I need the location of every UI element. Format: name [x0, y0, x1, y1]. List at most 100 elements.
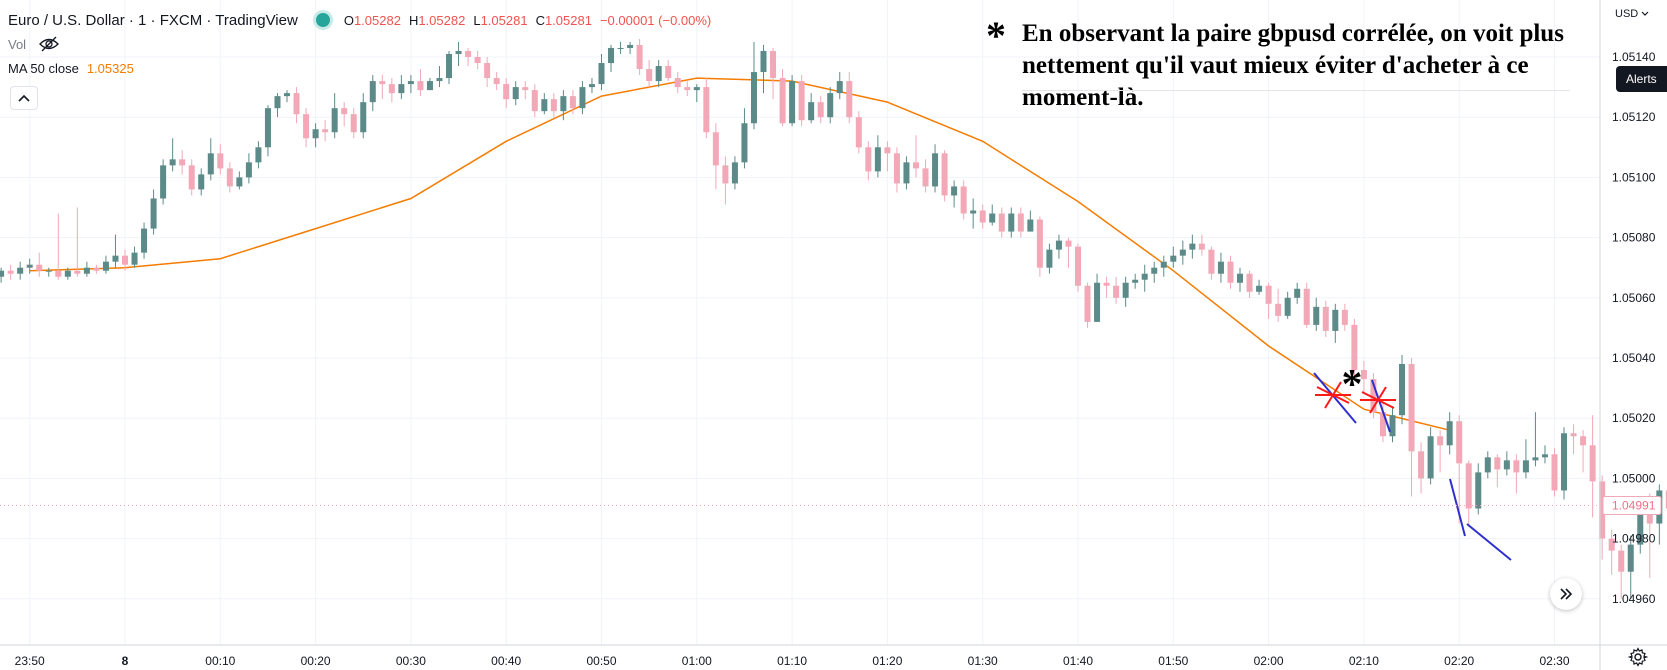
collapse-legend-button[interactable] — [10, 86, 38, 110]
candle-body — [131, 252, 138, 265]
candle-body — [874, 147, 881, 172]
red-cross-drawing[interactable] — [1315, 381, 1351, 409]
close-key: C — [535, 12, 545, 28]
candle — [1084, 282, 1091, 328]
y-tick-label: 1.05140 — [1612, 50, 1656, 64]
ma50-layer — [29, 77, 1450, 431]
candle — [426, 78, 433, 91]
candle-body — [1532, 457, 1539, 461]
candle — [45, 267, 52, 277]
candle-body — [179, 159, 186, 166]
ma50-line — [29, 77, 1450, 431]
candle — [1665, 490, 1667, 509]
candle-body — [1170, 255, 1177, 262]
candle-body — [684, 87, 691, 91]
candle — [1256, 279, 1263, 295]
candle-body — [312, 129, 319, 139]
alerts-button[interactable]: Alerts — [1616, 66, 1667, 92]
y-tick-label: 1.05120 — [1612, 110, 1656, 124]
candle — [407, 75, 414, 94]
candle — [1036, 216, 1043, 277]
candle — [941, 150, 948, 202]
candle-body — [1227, 261, 1234, 283]
candle-body — [17, 267, 24, 274]
candle-body — [1541, 454, 1548, 458]
candle — [884, 141, 891, 172]
candle-body — [1322, 306, 1329, 331]
low-key: L — [473, 12, 481, 28]
candle-body — [417, 81, 424, 91]
candle-body — [331, 108, 338, 133]
candle — [360, 93, 367, 139]
candle-body — [512, 87, 519, 100]
candle-body — [474, 57, 481, 64]
currency-selector[interactable]: USD — [1615, 8, 1649, 20]
candle — [379, 75, 386, 100]
candle — [865, 141, 872, 181]
candle — [903, 156, 910, 190]
candle — [531, 84, 538, 118]
candle — [960, 180, 967, 220]
candle-body — [102, 261, 109, 271]
candle-body — [998, 213, 1005, 232]
x-tick-label: 00:30 — [396, 654, 426, 668]
annotation-text: En observant la paire gbpusd corrélée, o… — [1022, 20, 1564, 111]
candle-body — [0, 270, 5, 277]
candle — [712, 123, 719, 190]
candle-body — [1036, 219, 1043, 268]
ma-row: MA 50 close 1.05325 — [8, 56, 719, 80]
symbol-title[interactable]: Euro / U.S. Dollar · 1 · FXCM · TradingV… — [8, 11, 298, 29]
x-tick-label: 01:00 — [682, 654, 712, 668]
candle-body — [655, 66, 662, 82]
volume-label[interactable]: Vol — [8, 36, 27, 52]
candle-body — [112, 255, 119, 262]
close-value: 1.05281 — [544, 12, 592, 28]
eye-off-icon[interactable] — [38, 36, 60, 52]
x-tick-label: 00:20 — [301, 654, 331, 668]
trend-line-drawing[interactable] — [1313, 372, 1357, 424]
candle-body — [426, 81, 433, 91]
open-key: O — [343, 12, 354, 28]
candles-layer — [0, 38, 1667, 599]
candle — [1170, 246, 1177, 268]
candle-body — [550, 99, 557, 112]
trend-line-drawing[interactable] — [1371, 379, 1391, 433]
candle — [131, 246, 138, 268]
candle-body — [388, 84, 395, 94]
candle — [1217, 252, 1224, 283]
candle — [141, 222, 148, 259]
candle-body — [541, 99, 548, 112]
candle — [827, 87, 834, 124]
x-tick-label: 02:20 — [1444, 654, 1474, 668]
candle — [1179, 240, 1186, 265]
candle — [808, 93, 815, 124]
candle-body — [1065, 240, 1072, 247]
candle — [1446, 412, 1453, 455]
candle — [665, 60, 672, 82]
current-price-tag — [1602, 495, 1662, 515]
ma-label[interactable]: MA 50 close — [8, 60, 79, 76]
trend-line-drawing[interactable] — [1449, 478, 1466, 537]
red-cross-drawing[interactable] — [1360, 386, 1396, 414]
candle — [627, 41, 634, 54]
candle-body — [1132, 279, 1139, 283]
y-tick-label: 1.04960 — [1612, 592, 1656, 606]
candle-body — [865, 147, 872, 172]
candle — [83, 261, 90, 277]
candle-body — [436, 78, 443, 82]
candle-body — [646, 69, 653, 82]
candle-body — [245, 162, 252, 178]
trend-line-drawing[interactable] — [1466, 523, 1512, 561]
candle — [1275, 288, 1282, 322]
candle — [1065, 237, 1072, 268]
candle-body — [1408, 364, 1415, 452]
candle — [245, 153, 252, 184]
candle-body — [1151, 267, 1158, 274]
candle — [1351, 318, 1358, 377]
scroll-to-realtime-button[interactable] — [1550, 578, 1582, 610]
candle-body — [264, 108, 271, 148]
gear-icon[interactable] — [1628, 647, 1648, 667]
candle-body — [55, 270, 62, 277]
candle-body — [1437, 436, 1444, 446]
